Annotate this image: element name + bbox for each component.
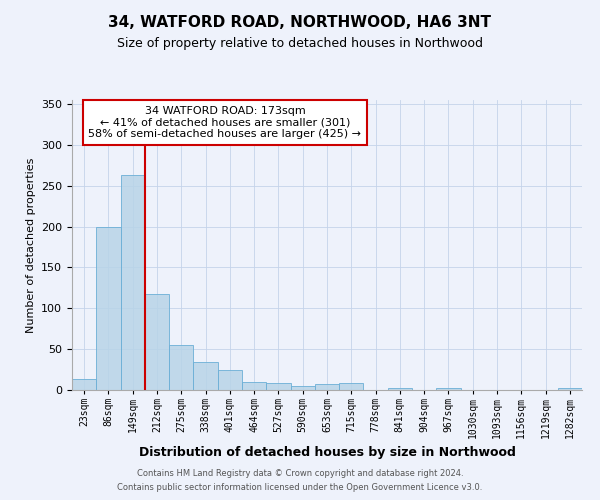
Bar (388, 388, 412, 390)
Bar (290, 386, 315, 390)
Bar (121, 175, 145, 390)
Text: 34, WATFORD ROAD, NORTHWOOD, HA6 3NT: 34, WATFORD ROAD, NORTHWOOD, HA6 3NT (109, 15, 491, 30)
Text: Size of property relative to detached houses in Northwood: Size of property relative to detached ho… (117, 38, 483, 51)
Bar (436, 388, 461, 390)
Bar (218, 370, 242, 390)
Text: Contains HM Land Registry data © Crown copyright and database right 2024.: Contains HM Land Registry data © Crown c… (137, 468, 463, 477)
Bar (315, 384, 339, 390)
Text: Contains public sector information licensed under the Open Government Licence v3: Contains public sector information licen… (118, 484, 482, 492)
Bar (339, 382, 364, 390)
Bar (558, 388, 582, 390)
X-axis label: Distribution of detached houses by size in Northwood: Distribution of detached houses by size … (139, 446, 515, 460)
Y-axis label: Number of detached properties: Number of detached properties (26, 158, 35, 332)
Bar (266, 384, 290, 390)
Bar (72, 380, 96, 390)
Bar (145, 294, 169, 390)
Bar (193, 362, 218, 390)
Bar (169, 345, 193, 390)
Bar (96, 226, 121, 390)
Bar (242, 382, 266, 390)
Text: 34 WATFORD ROAD: 173sqm
← 41% of detached houses are smaller (301)
58% of semi-d: 34 WATFORD ROAD: 173sqm ← 41% of detache… (89, 106, 361, 139)
